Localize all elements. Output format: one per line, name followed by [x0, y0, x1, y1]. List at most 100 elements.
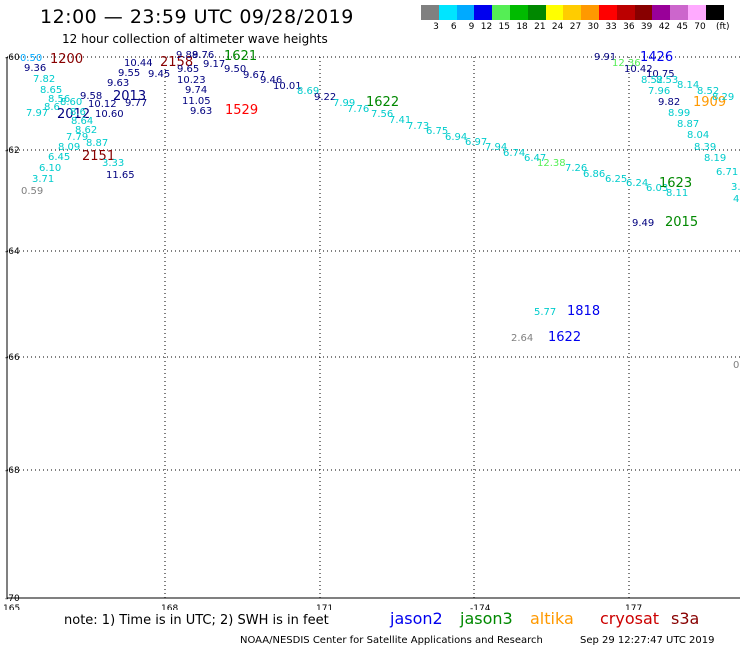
longitude-label: 171 [316, 604, 333, 610]
pass-time-label: 2012 [57, 107, 90, 122]
wave-height-reading: 11.05 [182, 96, 211, 107]
legend-swatch: 9 [456, 5, 475, 32]
pass-time-label: 1529 [225, 103, 258, 118]
legend-swatch: 12 [474, 5, 493, 32]
wave-height-reading: 10.75 [646, 69, 675, 80]
wave-height-reading: 10.60 [95, 109, 124, 120]
pass-time-label: 1818 [567, 304, 600, 319]
wave-height-reading: 8.87 [86, 138, 108, 149]
map-subtitle: 12 hour collection of altimeter wave hei… [62, 32, 328, 46]
pass-time-label: 1621 [224, 49, 257, 64]
wave-height-reading: 9.77 [125, 98, 147, 109]
wave-height-reading: 8.53 [656, 75, 678, 86]
legend-label: 12 [480, 22, 493, 32]
pass-time-label: 2158 [160, 55, 193, 70]
wave-height-reading: 8.69 [297, 86, 319, 97]
wave-height-reading: 9.82 [658, 97, 680, 108]
wave-height-reading: 0.50 [20, 53, 42, 64]
satellite-cryosat: cryosat [600, 609, 660, 628]
wave-height-reading: 8.52 [641, 75, 663, 86]
pass-time-label: 2151 [82, 149, 115, 164]
wave-height-reading: 6.45 [48, 152, 70, 163]
satellite-s3a: s3a [671, 609, 700, 628]
wave-height-reading: 9.58 [80, 91, 102, 102]
wave-height-reading: 7.97 [26, 108, 48, 119]
legend-swatch: 21 [527, 5, 546, 32]
legend-swatch: 33 [598, 5, 617, 32]
pass-time-label: 1622 [548, 330, 581, 345]
wave-height-reading: 8.11 [666, 188, 688, 199]
wave-height-reading: 9.67 [243, 70, 265, 81]
wave-height-reading: 10.42 [624, 64, 653, 75]
legend-label: 33 [605, 22, 617, 32]
wave-height-reading: 6.03 [646, 183, 668, 194]
wave-height-reading: 7.76 [347, 104, 369, 115]
legend-unit: (ft) [716, 22, 730, 32]
pass-time-label: 2015 [665, 215, 698, 230]
legend-label: 18 [516, 22, 528, 32]
wave-height-reading: 9.76 [192, 50, 214, 61]
legend-label: 42 [658, 22, 671, 32]
wave-height-reading: 3. [731, 182, 740, 193]
wave-height-reading: 9.63 [190, 106, 212, 117]
legend-label: 45 [676, 22, 688, 32]
pass-time-label: 1426 [640, 50, 673, 65]
legend-swatch: 70 [687, 5, 706, 32]
wave-height-reading: 6.86 [583, 169, 605, 180]
legend-swatch: 30 [581, 5, 599, 32]
legend-label: 15 [498, 22, 510, 32]
latitude-label: -60 [5, 53, 20, 63]
footer-note: note: 1) Time is in UTC; 2) SWH is in fe… [64, 613, 329, 628]
wave-height-reading: 7.96 [648, 86, 670, 97]
wave-height-reading: 8.09 [58, 142, 80, 153]
legend-label: 36 [623, 22, 635, 32]
latitude-label: -64 [5, 247, 20, 257]
wave-height-reading: 8.04 [687, 130, 709, 141]
wave-height-reading: 6.10 [39, 163, 61, 174]
wave-height-reading: 8.56 [48, 94, 70, 105]
wave-height-reading: 6.75 [426, 126, 448, 137]
wave-height-reading: 8.39 [694, 142, 716, 153]
legend-swatch: 24 [545, 5, 564, 32]
wave-height-reading: 0 [733, 360, 739, 371]
longitude-label: -174 [470, 604, 491, 610]
legend-label: 6 [450, 22, 457, 32]
wave-height-reading: 7.73 [407, 121, 429, 132]
wave-height-reading: 9.46 [260, 75, 282, 86]
satellite-jason2: jason2 [390, 609, 443, 628]
satellite-jason3: jason3 [460, 609, 513, 628]
legend-swatch: 36 [616, 5, 635, 32]
pass-time-label: 2013 [113, 89, 146, 104]
legend-label: 9 [468, 22, 475, 32]
wave-height-reading: 10.12 [88, 99, 117, 110]
wave-height-reading: 8.65 [40, 85, 62, 96]
wave-height-reading: 8.6 [70, 107, 86, 118]
wave-height-reading: 5.77 [534, 307, 556, 318]
wave-height-color-legend: 3 6 9 12 15 18 21 24 27 30 33 36 39 42 45 70 [421, 5, 724, 32]
pass-time-label: 1623 [659, 176, 692, 191]
wave-height-reading: 9.17 [203, 59, 225, 70]
wave-height-reading: 3.71 [32, 174, 54, 185]
wave-height-reading: 7.82 [33, 74, 55, 85]
wave-height-reading: 8.52 [697, 86, 719, 97]
wave-height-reading: 8.62 [75, 125, 97, 136]
latitude-label: -66 [5, 353, 20, 363]
wave-height-reading: 7.99 [333, 98, 355, 109]
wave-height-reading: 2.64 [511, 333, 533, 344]
wave-height-reading: 6.47 [524, 153, 546, 164]
wave-height-reading: 9.22 [314, 92, 336, 103]
wave-height-reading: 6.94 [445, 132, 467, 143]
wave-height-reading: 7.56 [371, 109, 393, 120]
latitude-label: -70 [5, 594, 20, 604]
legend-swatch: 45 [670, 5, 688, 32]
wave-height-reading: 3.33 [102, 158, 124, 169]
legend-swatch: 39 [634, 5, 653, 32]
generated-timestamp: Sep 29 12:27:47 UTC 2019 [580, 635, 715, 646]
legend-swatch: 6 [438, 5, 457, 32]
wave-height-reading: 8.14 [677, 80, 699, 91]
wave-height-reading: 9.36 [24, 63, 46, 74]
legend-label: 21 [534, 22, 546, 32]
legend-label: 3 [433, 22, 439, 32]
